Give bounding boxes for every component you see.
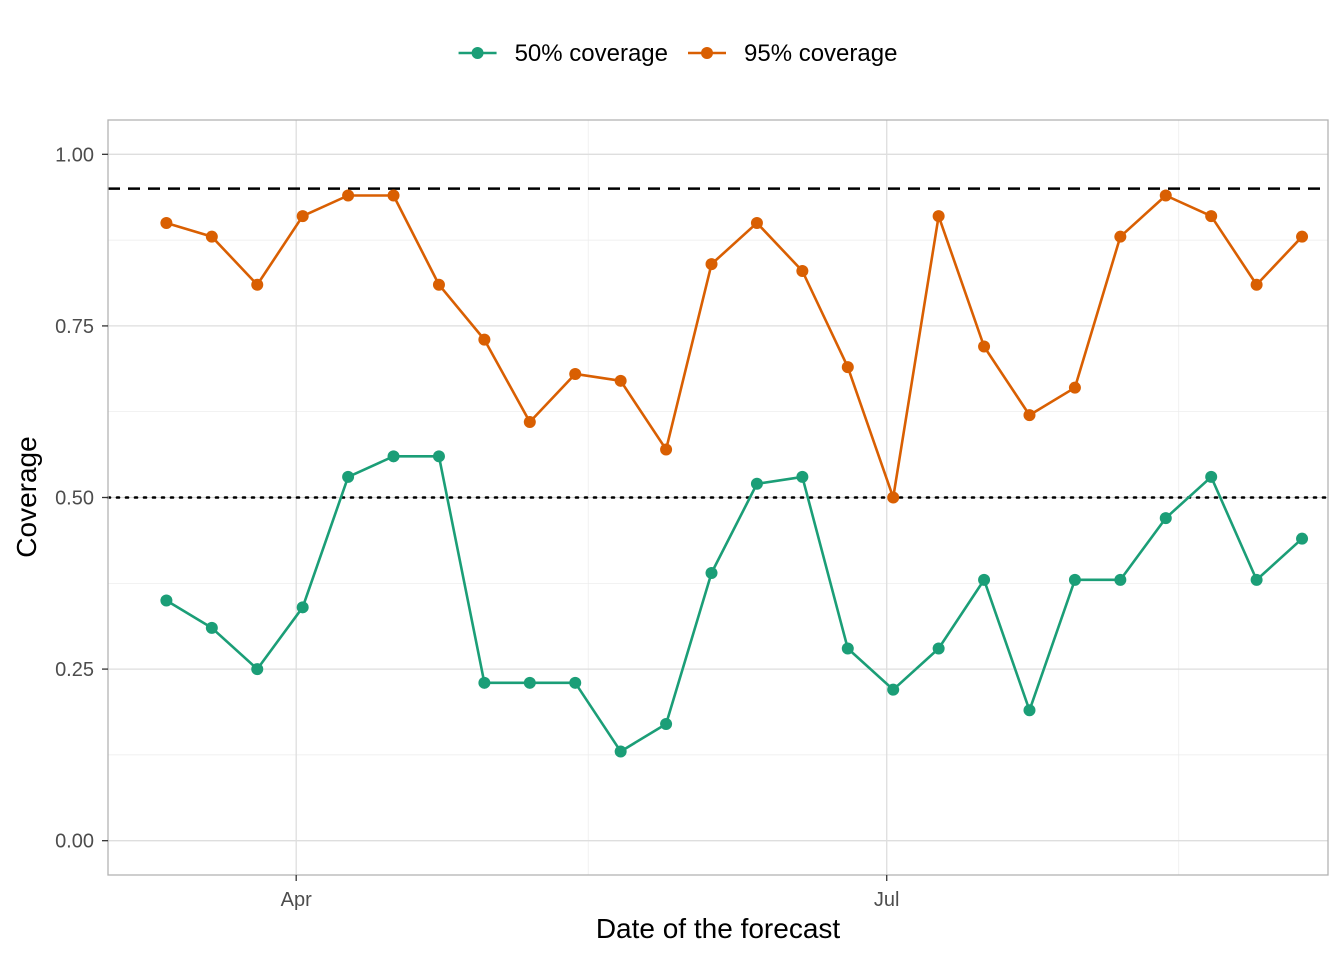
data-point-50-coverage: [660, 718, 673, 730]
data-point-50-coverage: [569, 676, 582, 689]
data-point-95-coverage: [1114, 230, 1127, 243]
data-point-95-coverage: [932, 210, 945, 223]
legend-key-point: [471, 47, 484, 59]
data-point-95-coverage: [1023, 409, 1036, 422]
legend: 50% coverage 95% coverage: [458, 40, 897, 67]
data-point-50-coverage: [1296, 532, 1309, 545]
data-point-95-coverage: [750, 216, 763, 229]
data-point-50-coverage: [205, 621, 218, 634]
data-point-50-coverage: [932, 642, 945, 655]
data-point-95-coverage: [251, 278, 264, 291]
data-point-95-coverage: [1205, 210, 1218, 223]
data-point-95-coverage: [569, 367, 582, 380]
data-point-95-coverage: [1296, 230, 1309, 243]
data-point-50-coverage: [1068, 573, 1081, 586]
legend-key-point: [701, 47, 713, 59]
data-point-50-coverage: [296, 601, 309, 614]
x-tick-label: Jul: [874, 889, 900, 911]
data-series: [160, 189, 1309, 758]
legend-label: 50% coverage: [515, 40, 668, 67]
y-axis-ticks: 0.00 0.25 0.50 0.75 1.00: [55, 144, 108, 853]
data-point-50-coverage: [432, 450, 445, 463]
y-tick-label: 0.75: [55, 316, 94, 338]
legend-item-95-coverage: 95% coverage: [688, 40, 897, 67]
data-point-50-coverage: [160, 594, 173, 607]
data-point-95-coverage: [1250, 278, 1263, 291]
y-tick-label: 0.25: [55, 659, 94, 681]
data-point-95-coverage: [887, 491, 900, 504]
data-point-95-coverage: [387, 189, 400, 202]
data-point-50-coverage: [1250, 573, 1263, 586]
data-point-95-coverage: [796, 265, 809, 277]
legend-label: 95% coverage: [744, 40, 897, 67]
series-95-coverage: [160, 189, 1309, 504]
data-point-95-coverage: [978, 340, 991, 353]
data-point-50-coverage: [841, 642, 854, 655]
data-point-50-coverage: [1114, 573, 1127, 586]
data-point-95-coverage: [523, 416, 536, 428]
data-point-50-coverage: [887, 683, 900, 696]
y-tick-label: 1.00: [55, 144, 94, 166]
data-point-50-coverage: [1205, 470, 1218, 483]
y-tick-label: 0.50: [55, 488, 94, 510]
data-point-50-coverage: [796, 470, 809, 483]
x-tick-label: Apr: [281, 889, 312, 911]
y-axis-title: Coverage: [11, 436, 42, 557]
data-point-95-coverage: [160, 216, 173, 229]
data-point-95-coverage: [1068, 381, 1081, 394]
data-point-95-coverage: [205, 230, 218, 243]
data-point-50-coverage: [387, 450, 400, 463]
data-point-50-coverage: [342, 470, 355, 483]
x-axis-title: Date of the forecast: [596, 913, 841, 944]
data-point-95-coverage: [841, 361, 854, 374]
data-point-50-coverage: [978, 573, 991, 586]
data-point-50-coverage: [1023, 704, 1036, 717]
y-tick-label: 0.00: [55, 831, 94, 853]
data-point-50-coverage: [523, 676, 536, 689]
data-point-50-coverage: [1159, 512, 1172, 525]
series-line-50-coverage: [165, 455, 1303, 753]
data-point-95-coverage: [432, 278, 445, 291]
data-point-95-coverage: [296, 210, 309, 223]
series-50-coverage: [160, 450, 1309, 758]
data-point-95-coverage: [614, 374, 627, 387]
data-point-50-coverage: [251, 663, 264, 676]
series-line-95-coverage: [166, 194, 1303, 499]
reference-lines: [106, 187, 1330, 499]
legend-item-50-coverage: 50% coverage: [458, 40, 668, 67]
data-point-50-coverage: [478, 676, 491, 689]
data-point-50-coverage: [705, 567, 718, 579]
data-point-95-coverage: [1159, 189, 1172, 202]
x-axis-ticks: Apr Jul: [281, 875, 900, 911]
data-point-95-coverage: [478, 333, 491, 346]
data-point-50-coverage: [614, 745, 627, 758]
data-point-50-coverage: [750, 477, 763, 490]
data-point-95-coverage: [342, 189, 355, 202]
data-point-95-coverage: [705, 258, 718, 271]
data-point-95-coverage: [660, 443, 673, 456]
